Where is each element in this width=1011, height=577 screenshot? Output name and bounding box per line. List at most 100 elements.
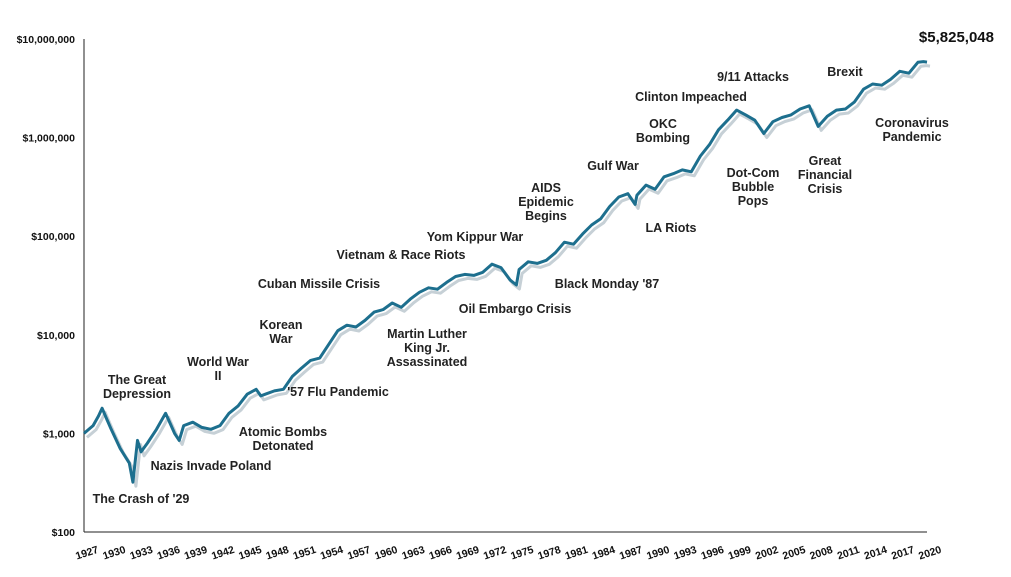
y-tick-label: $1,000,000 — [22, 133, 75, 145]
annotation-line: Detonated — [252, 439, 313, 453]
x-tick-label: 1981 — [564, 544, 590, 563]
annotation-line: AIDS — [531, 181, 561, 195]
x-axis-tick-labels: 1927 1930 1933 1936 1939 1942 1945 1948 1951 1954… — [74, 544, 943, 563]
x-tick-label: 1966 — [428, 544, 454, 563]
annotation-gfc: Great Financial Crisis — [798, 154, 852, 196]
x-tick-label: 1987 — [618, 544, 644, 563]
annotation-aids: AIDS Epidemic Begins — [518, 181, 574, 223]
y-tick-label: $100 — [52, 527, 76, 539]
x-tick-label: 1939 — [183, 544, 209, 563]
annotation-line: The Crash of '29 — [93, 492, 190, 506]
x-tick-label: 1975 — [509, 544, 535, 563]
x-tick-label: 1936 — [156, 544, 182, 563]
x-tick-label: 1933 — [128, 544, 154, 563]
annotation-line: Black Monday '87 — [555, 277, 659, 291]
annotation-crash29: The Crash of '29 — [93, 492, 190, 506]
annotation-line: Martin Luther — [387, 327, 467, 341]
annotation-line: '57 Flu Pandemic — [287, 385, 389, 399]
x-tick-label: 2005 — [781, 544, 807, 563]
annotation-line: Dot-Com — [727, 166, 780, 180]
annotation-gulf: Gulf War — [587, 159, 639, 173]
x-tick-label: 1996 — [700, 544, 726, 563]
annotation-line: Depression — [103, 387, 171, 401]
annotation-clinton: Clinton Impeached — [635, 90, 747, 104]
y-tick-label: $100,000 — [31, 231, 75, 243]
y-tick-label: $1,000 — [43, 428, 75, 440]
annotation-line: Assassinated — [387, 355, 468, 369]
x-tick-label: 1963 — [400, 544, 426, 563]
x-tick-label: 1972 — [482, 544, 508, 563]
annotation-depression: The Great Depression — [103, 373, 171, 401]
x-tick-label: 1945 — [237, 544, 263, 563]
annotation-line: The Great — [108, 373, 167, 387]
x-tick-label: 1990 — [645, 544, 671, 563]
annotation-line: King Jr. — [404, 341, 450, 355]
annotation-line: Oil Embargo Crisis — [459, 302, 572, 316]
annotation-line: Financial — [798, 168, 852, 182]
x-tick-label: 2017 — [890, 544, 916, 563]
annotation-line: Gulf War — [587, 159, 639, 173]
x-tick-label: 1969 — [455, 544, 481, 563]
annotation-nineeleven: 9/11 Attacks — [717, 70, 789, 84]
annotation-brexit: Brexit — [827, 65, 863, 79]
x-tick-label: 2002 — [754, 544, 780, 563]
x-tick-label: 1951 — [292, 544, 318, 563]
annotation-line: 9/11 Attacks — [717, 70, 789, 84]
x-tick-label: 1954 — [319, 544, 345, 563]
annotation-okc: OKC Bombing — [636, 117, 690, 145]
annotation-dotcom: Dot-Com Bubble Pops — [727, 166, 780, 208]
annotation-line: Great — [809, 154, 842, 168]
annotation-flu57: '57 Flu Pandemic — [287, 385, 389, 399]
annotation-line: Cuban Missile Crisis — [258, 277, 380, 291]
y-tick-label: $10,000,000 — [17, 34, 76, 46]
annotation-line: Crisis — [808, 182, 843, 196]
annotation-line: Clinton Impeached — [635, 90, 747, 104]
y-axis-tick-labels: $100 $1,000 $10,000 $100,000 $1,000,000 $10,0… — [17, 34, 76, 539]
annotation-covid: Coronavirus Pandemic — [875, 116, 949, 144]
x-tick-label: 2008 — [808, 544, 834, 563]
annotation-blackmonday: Black Monday '87 — [555, 277, 659, 291]
x-tick-label: 1930 — [101, 544, 127, 563]
x-tick-label: 1984 — [591, 544, 617, 563]
annotation-line: II — [215, 369, 222, 383]
event-annotations: The Crash of '29 The Great Depression Nazis… — [93, 65, 949, 506]
annotation-line: Atomic Bombs — [239, 425, 327, 439]
annotation-poland: Nazis Invade Poland — [151, 459, 272, 473]
x-tick-label: 2011 — [836, 544, 862, 563]
series-layer — [83, 60, 931, 488]
x-tick-label: 1948 — [264, 544, 290, 563]
annotation-line: OKC — [649, 117, 677, 131]
annotation-line: Bubble — [732, 180, 774, 194]
annotation-line: World War — [187, 355, 249, 369]
x-tick-label: 1978 — [536, 544, 562, 563]
y-tick-label: $10,000 — [37, 330, 75, 342]
x-tick-label: 1942 — [210, 544, 236, 563]
annotation-line: Epidemic — [518, 195, 574, 209]
series-line — [83, 60, 928, 484]
annotation-korean: Korean War — [259, 318, 302, 346]
final-value-label: $5,825,048 — [919, 29, 994, 46]
annotation-lariots: LA Riots — [646, 221, 697, 235]
annotation-line: Coronavirus — [875, 116, 949, 130]
x-tick-label: 1993 — [672, 544, 698, 563]
x-tick-label: 1927 — [74, 544, 100, 563]
annotation-line: LA Riots — [646, 221, 697, 235]
annotation-line: Pops — [738, 194, 769, 208]
annotation-cuban: Cuban Missile Crisis — [258, 277, 380, 291]
annotation-mlk: Martin Luther King Jr. Assassinated — [387, 327, 468, 369]
annotation-line: Vietnam & Race Riots — [337, 248, 466, 262]
annotation-line: Yom Kippur War — [427, 230, 524, 244]
annotation-vietnam: Vietnam & Race Riots — [337, 248, 466, 262]
x-tick-label: 1999 — [727, 544, 753, 563]
annotation-atomic: Atomic Bombs Detonated — [239, 425, 327, 453]
annotation-line: Begins — [525, 209, 567, 223]
x-tick-label: 1957 — [346, 544, 372, 563]
annotation-line: Korean — [259, 318, 302, 332]
series-line-shadow — [86, 64, 931, 488]
annotation-line: War — [269, 332, 292, 346]
x-tick-label: 2020 — [917, 544, 943, 563]
annotation-line: Bombing — [636, 131, 690, 145]
x-tick-label: 2014 — [863, 544, 889, 563]
annotation-line: Nazis Invade Poland — [151, 459, 272, 473]
